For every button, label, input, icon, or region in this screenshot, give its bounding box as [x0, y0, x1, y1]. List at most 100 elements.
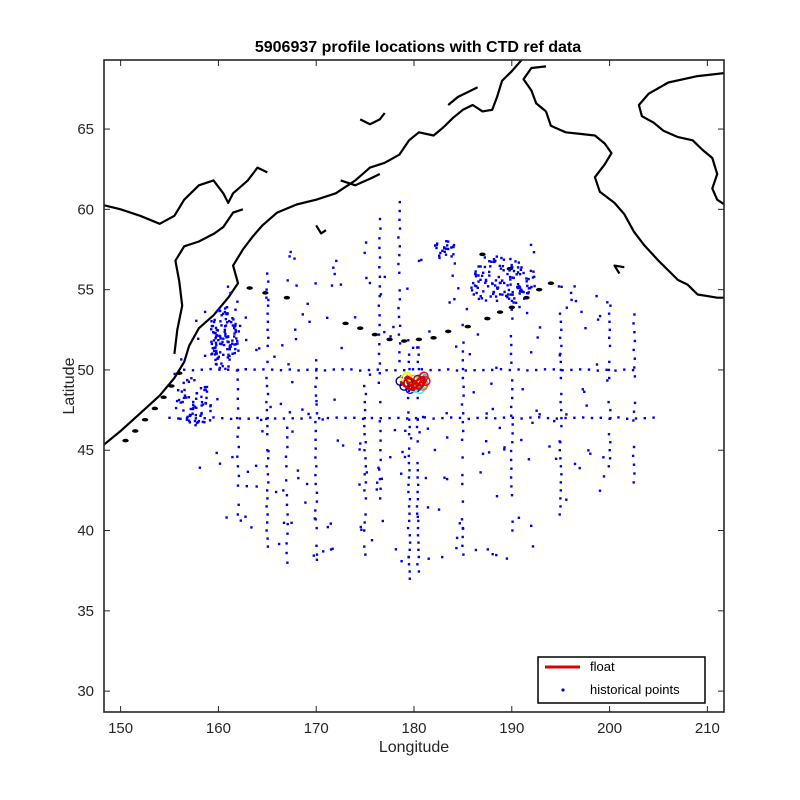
historical-point — [368, 281, 372, 285]
historical-point — [509, 335, 513, 338]
historical-point — [490, 382, 493, 385]
historical-point — [378, 246, 381, 250]
historical-point — [364, 457, 367, 460]
historical-point — [377, 304, 380, 307]
historical-point — [428, 330, 431, 333]
historical-point — [329, 522, 332, 525]
historical-point — [378, 477, 382, 481]
historical-point — [503, 281, 506, 285]
historical-point — [199, 414, 202, 417]
historical-point — [232, 318, 235, 321]
historical-point — [363, 449, 366, 452]
historical-point — [474, 273, 478, 277]
x-tick-label: 150 — [108, 720, 133, 737]
historical-point — [288, 255, 291, 258]
x-tick-label: 180 — [401, 720, 426, 737]
historical-point — [470, 286, 473, 289]
historical-point — [398, 271, 401, 274]
historical-point — [409, 437, 413, 440]
y-tick-label: 40 — [77, 523, 94, 540]
island-mark — [160, 395, 167, 400]
historical-point — [407, 490, 410, 494]
historical-point — [485, 440, 488, 443]
historical-point — [474, 548, 478, 552]
historical-point — [379, 439, 382, 442]
historical-point — [332, 368, 335, 371]
historical-point — [220, 314, 223, 317]
historical-point — [286, 436, 289, 439]
historical-point — [195, 397, 198, 400]
historical-point — [364, 481, 368, 484]
historical-point — [225, 321, 229, 324]
historical-point — [195, 319, 198, 322]
historical-point — [426, 506, 430, 509]
historical-point — [506, 293, 510, 296]
historical-point — [462, 553, 465, 556]
historical-point — [416, 346, 419, 349]
historical-point — [552, 368, 555, 371]
historical-point — [607, 312, 611, 315]
x-tick-label: 190 — [499, 720, 524, 737]
historical-point — [363, 384, 366, 388]
historical-point — [282, 521, 286, 524]
historical-point — [191, 369, 195, 372]
historical-point — [255, 348, 258, 352]
historical-point — [432, 417, 435, 420]
historical-point — [364, 497, 368, 500]
historical-point — [408, 447, 411, 450]
historical-point — [234, 330, 237, 334]
historical-point — [267, 481, 270, 484]
historical-point — [436, 242, 439, 245]
historical-point — [569, 291, 573, 295]
historical-point — [491, 368, 494, 372]
historical-point — [363, 489, 366, 492]
historical-point — [452, 243, 456, 247]
historical-point — [378, 314, 381, 317]
historical-point — [230, 321, 233, 324]
historical-point — [416, 461, 419, 465]
historical-point — [408, 469, 411, 472]
historical-point — [573, 462, 577, 466]
historical-point — [529, 416, 532, 419]
historical-point — [378, 285, 381, 288]
historical-point — [453, 262, 456, 265]
historical-point — [205, 390, 209, 393]
historical-point — [181, 400, 184, 404]
historical-point — [511, 317, 514, 320]
historical-point — [397, 315, 401, 319]
historical-point — [573, 285, 576, 288]
historical-point — [365, 471, 368, 474]
historical-point — [609, 416, 612, 420]
historical-point — [523, 297, 526, 300]
historical-point — [420, 368, 423, 371]
historical-point — [227, 365, 230, 368]
historical-point — [210, 340, 213, 343]
historical-point — [498, 293, 502, 296]
historical-point — [255, 485, 258, 488]
historical-point — [512, 301, 515, 304]
historical-point — [407, 339, 410, 342]
historical-point — [315, 544, 318, 547]
historical-point — [367, 368, 371, 372]
historical-point — [380, 477, 383, 480]
coastline — [637, 72, 724, 206]
historical-point — [188, 414, 192, 418]
historical-point — [535, 409, 538, 412]
historical-point — [363, 433, 366, 436]
historical-point — [212, 331, 215, 334]
historical-point — [234, 308, 237, 311]
historical-point — [314, 473, 317, 477]
historical-point — [314, 456, 317, 459]
historical-point — [495, 553, 498, 557]
historical-point — [378, 256, 382, 259]
historical-point — [221, 340, 224, 344]
historical-point — [417, 346, 420, 349]
historical-point — [407, 556, 410, 559]
historical-point — [379, 487, 382, 490]
coastline — [104, 60, 523, 447]
historical-point — [455, 345, 458, 348]
historical-point — [531, 421, 534, 424]
historical-point — [602, 456, 605, 459]
historical-point — [497, 275, 500, 279]
historical-point — [607, 465, 610, 468]
